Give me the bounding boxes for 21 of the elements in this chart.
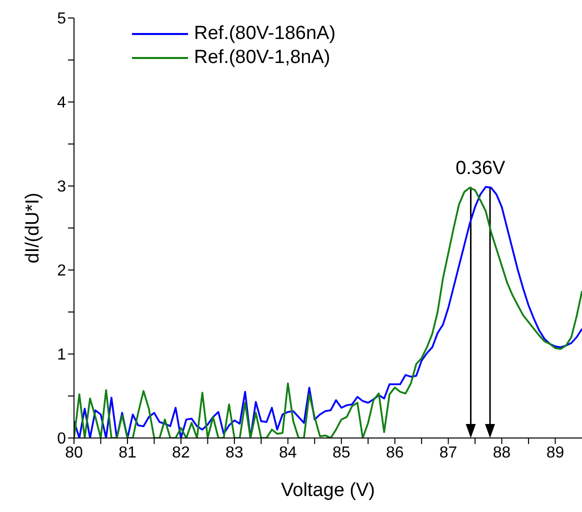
x-tick-label: 87 <box>439 444 458 462</box>
y-tick-label: 4 <box>57 94 66 112</box>
y-tick-label: 1 <box>57 346 66 364</box>
legend-label: Ref.(80V-1,8nA) <box>194 46 330 70</box>
x-tick-label: 86 <box>386 444 404 462</box>
y-tick-label: 2 <box>57 262 66 280</box>
x-tick-label: 83 <box>226 444 244 462</box>
x-tick-label: 80 <box>65 444 83 462</box>
x-tick-label: 84 <box>278 444 297 462</box>
y-axis-title: dI/(dU*I) <box>22 192 44 264</box>
x-tick-label: 82 <box>172 444 190 462</box>
x-tick-label: 81 <box>118 444 136 462</box>
legend-label: Ref.(80V-186nA) <box>194 22 336 46</box>
x-tick-label: 89 <box>546 444 564 462</box>
annotation: 0.36V <box>456 158 506 180</box>
y-tick-label: 3 <box>57 178 66 196</box>
x-tick-label: 85 <box>332 444 350 462</box>
x-tick-label: 88 <box>492 444 511 462</box>
y-tick-label: 5 <box>57 10 66 28</box>
x-axis-title: Voltage (V) <box>281 480 375 501</box>
y-tick-label: 0 <box>57 430 66 448</box>
